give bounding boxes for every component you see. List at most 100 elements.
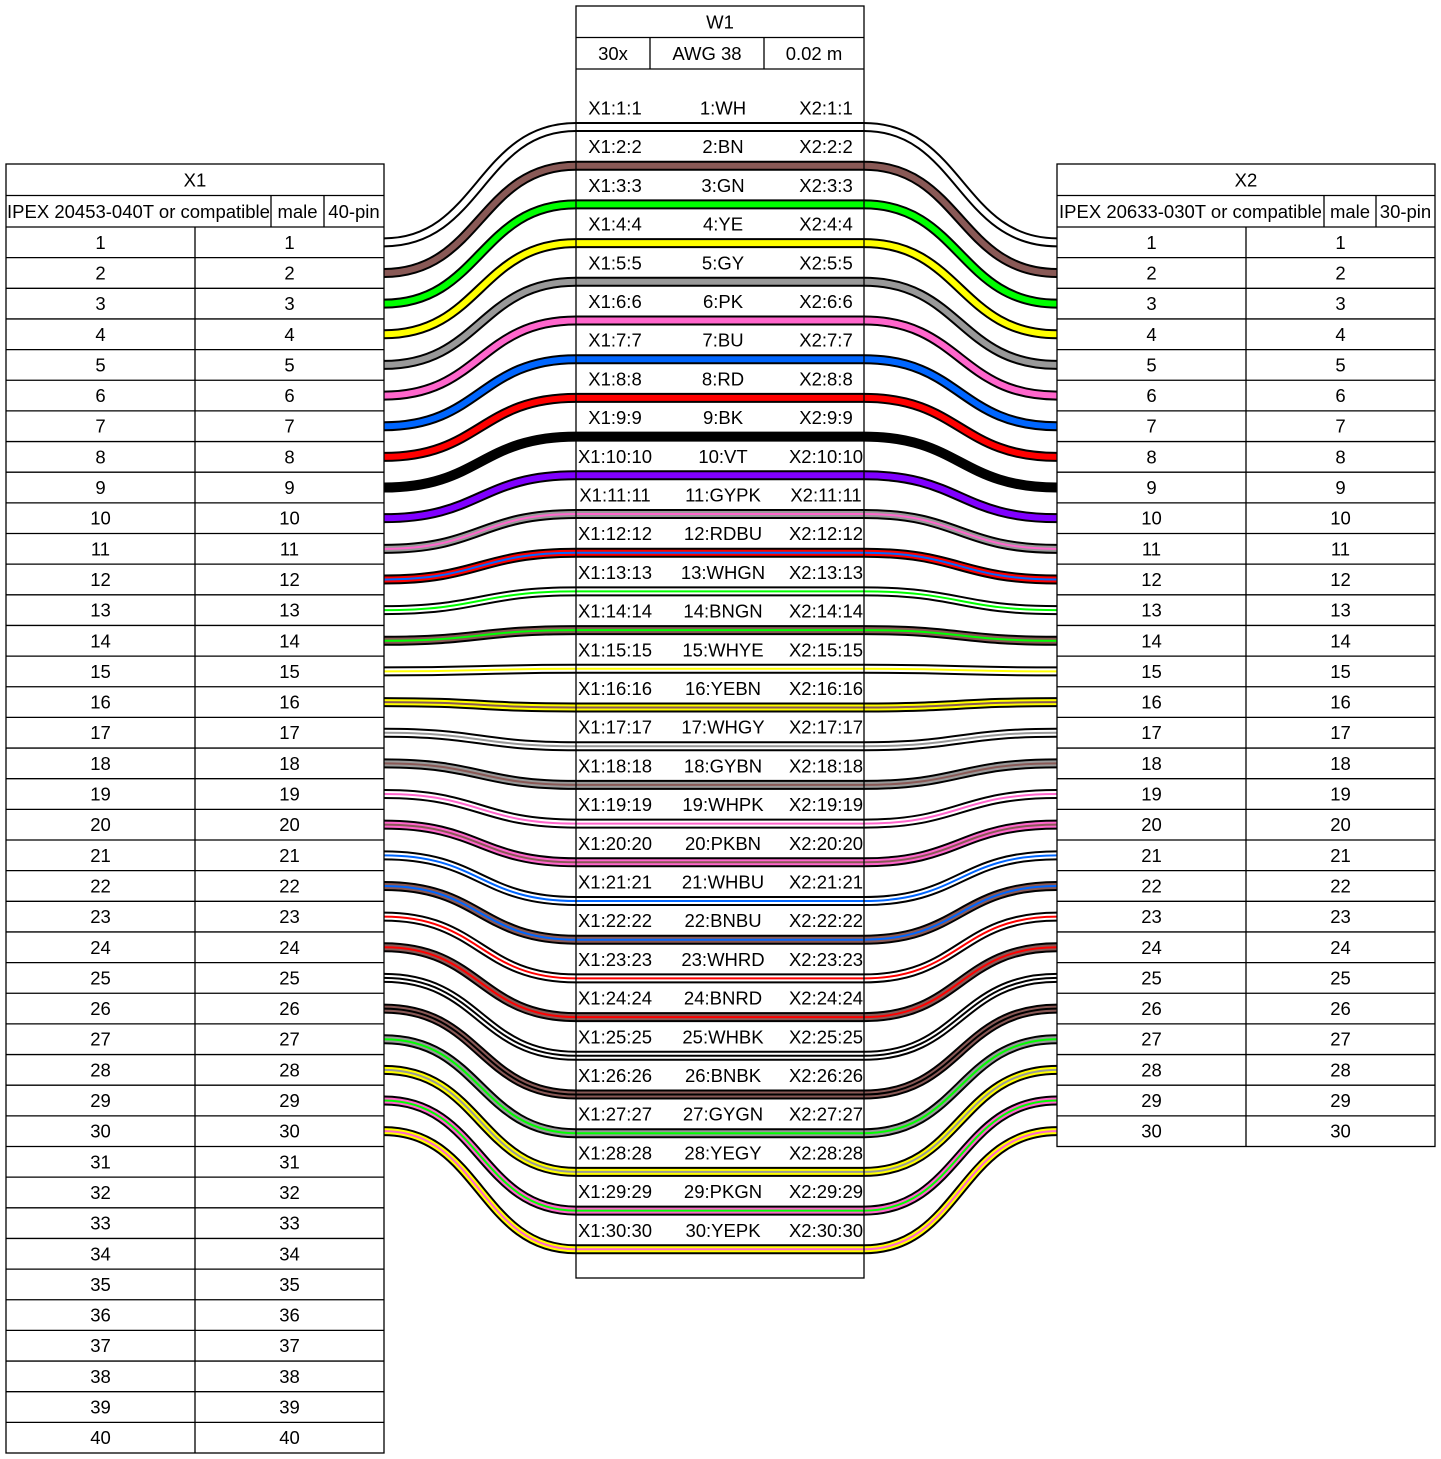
wire-stripe [383,629,1058,642]
pin-label: 1 [1335,232,1345,253]
wire [383,1003,1058,1100]
wire-to-label: X2:22:22 [789,910,863,931]
wire [383,758,1058,790]
pin-number: 5 [1146,354,1156,375]
wire-from-label: X1:9:9 [588,407,642,428]
pin-number: 9 [1146,477,1156,498]
wire [383,880,1058,945]
pin-label: 24 [279,937,300,958]
wire-stripe [383,667,1058,673]
wire-from-label: X1:18:18 [578,755,652,776]
wire-to-label: X2:25:25 [789,1026,863,1047]
pin-label: 25 [279,967,300,988]
pin-number: 20 [90,814,111,835]
pin-label: 7 [1335,416,1345,437]
pin-label: 10 [279,508,300,529]
wire-to-label: X2:29:29 [789,1181,863,1202]
wire [383,850,1058,906]
pin-label: 23 [1330,906,1351,927]
wire-to-label: X2:5:5 [799,252,853,273]
pin-number: 13 [90,600,111,621]
wire-core [383,278,1058,368]
pin-number: 25 [1141,967,1162,988]
pin-number: 15 [1141,661,1162,682]
wire-from-label: X1:16:16 [578,678,652,699]
wire-core [383,356,1058,430]
pin-label: 5 [284,354,294,375]
pin-number: 3 [1146,293,1156,314]
pin-label: 18 [279,753,300,774]
wire-color-label: 5:GY [702,252,744,273]
wire-color-label: 4:YE [703,214,743,235]
pin-number: 18 [90,753,111,774]
wire-to-label: X2:11:11 [790,485,861,506]
pin-label: 13 [279,600,300,621]
cable-name: W1 [706,11,734,32]
wire-core [383,240,1058,338]
wire-color-label: 10:VT [698,446,747,467]
pin-number: 12 [1141,569,1162,590]
pin-number: 22 [90,875,111,896]
wire [383,431,1058,493]
wire [383,122,1058,248]
wire-to-label: X2:24:24 [789,988,863,1009]
pin-label: 5 [1335,354,1345,375]
pin-label: 17 [1330,722,1351,743]
pin-number: 14 [1141,630,1162,651]
wire-stripe [383,1038,1058,1135]
wire-to-label: X2:9:9 [799,407,853,428]
pin-number: 4 [1146,324,1156,345]
wire [383,789,1058,829]
wire-stripe [383,590,1058,612]
pin-label: 3 [284,293,294,314]
pin-number: 10 [1141,508,1162,529]
wire [383,1064,1058,1177]
wire-color-label: 22:BNBU [684,910,761,931]
wire-color-label: 6:PK [703,291,744,312]
pin-label: 6 [1335,385,1345,406]
wire-to-label: X2:16:16 [789,678,863,699]
wire-stripe [383,915,1058,980]
pin-label: 30 [279,1121,300,1142]
pin-number: 15 [90,661,111,682]
wire-to-label: X2:3:3 [799,175,853,196]
wire-from-label: X1:30:30 [578,1220,652,1241]
wire-from-label: X1:11:11 [579,485,650,506]
wire-from-label: X1:13:13 [578,562,652,583]
wire-color-label: 7:BU [702,330,743,351]
pin-number: 22 [1141,875,1162,896]
pin-number: 30 [1141,1121,1162,1142]
pin-number: 29 [1141,1090,1162,1111]
pin-number: 1 [1146,232,1156,253]
pin-number: 21 [90,845,111,866]
pin-label: 16 [1330,692,1351,713]
wire-to-label: X2:19:19 [789,794,863,815]
wire-to-label: X2:23:23 [789,949,863,970]
pin-label: 20 [1330,814,1351,835]
wire-stripe [383,551,1058,581]
wire-core [383,394,1058,460]
wire-core [383,472,1058,522]
wire-from-label: X1:26:26 [578,1065,652,1086]
wire [383,819,1058,868]
wire-from-label: X1:17:17 [578,717,652,738]
wire [383,727,1058,752]
pin-label: 39 [279,1397,300,1418]
pin-label: 3 [1335,293,1345,314]
pin-number: 16 [1141,692,1162,713]
pin-number: 31 [90,1151,111,1172]
pin-number: 11 [91,538,110,559]
wire-stripe [383,976,1058,1057]
wire-to-label: X2:21:21 [789,872,863,893]
wire-to-label: X2:10:10 [789,446,863,467]
pin-number: 23 [1141,906,1162,927]
pin-number: 12 [90,569,111,590]
wire-from-label: X1:12:12 [578,523,652,544]
pin-label: 23 [279,906,300,927]
pin-number: 7 [1146,416,1156,437]
pin-number: 28 [90,1059,111,1080]
pin-label: 20 [279,814,300,835]
pin-label: 19 [1330,784,1351,805]
pin-label: 14 [279,630,300,651]
